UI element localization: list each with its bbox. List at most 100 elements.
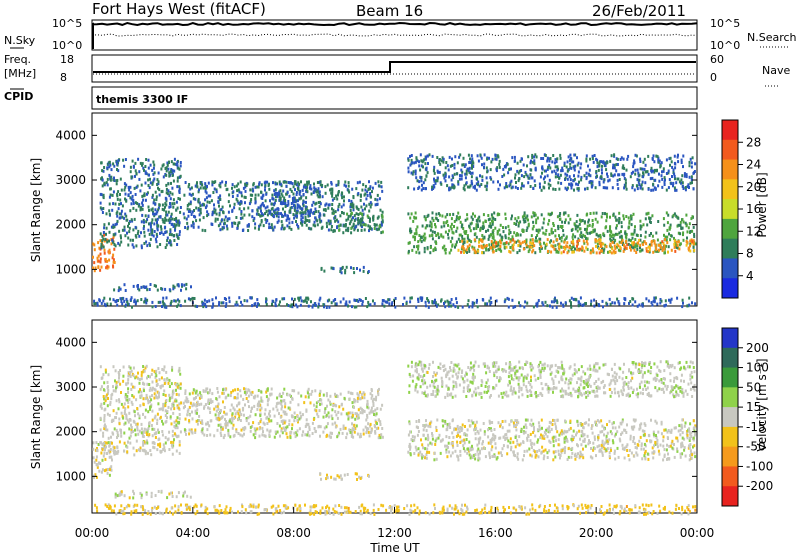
velocity-cell-3: [367, 400, 369, 403]
power-cell-7: [592, 225, 594, 228]
power-cell-7: [414, 232, 416, 235]
power-cell-1: [146, 193, 148, 196]
power-cell-5: [357, 229, 359, 232]
power-cell-3: [251, 215, 253, 218]
velocity-cell-1: [141, 374, 143, 377]
power-cell-3: [364, 194, 366, 197]
velocity-cell-1: [131, 383, 133, 386]
velocity-cell-3: [231, 417, 233, 420]
power-cell-10: [275, 299, 277, 302]
power-cell-10: [450, 301, 452, 304]
power-cell-1: [166, 166, 168, 169]
power-cell-0: [106, 260, 108, 263]
power-cell-9: [507, 171, 509, 174]
power-cell-9: [466, 173, 468, 176]
power-cell-3: [311, 204, 313, 207]
power-cell-10: [518, 301, 520, 304]
power-cell-10: [386, 301, 388, 304]
power-cell-1: [171, 233, 173, 236]
power-cell-9: [481, 157, 483, 160]
power-cell-10: [467, 303, 469, 306]
power-cell-1: [130, 170, 132, 173]
velocity-cell-3: [247, 400, 249, 403]
power-cell-4: [305, 208, 307, 211]
power-cell-9: [445, 166, 447, 169]
power-cell-7: [528, 223, 530, 226]
power-cell-9: [595, 158, 597, 161]
power-cell-7: [689, 222, 691, 225]
velocity-cell-1: [128, 427, 130, 430]
power-cell-1: [179, 230, 181, 233]
power-cell-8: [547, 238, 549, 241]
power-cell-8: [658, 249, 660, 252]
velocity-cell-1: [159, 408, 161, 411]
velocity-cell-1: [116, 399, 118, 402]
power-cell-9: [463, 157, 465, 160]
power-cell-3: [330, 192, 332, 195]
power-cell-7: [452, 213, 454, 216]
velocity-cell-3: [331, 415, 333, 418]
velocity-cell-3: [376, 412, 378, 415]
velocity-cell-3: [224, 423, 226, 426]
power-cell-3: [237, 194, 239, 197]
power-cell-4: [298, 183, 300, 186]
velocity-cell-3: [364, 410, 366, 413]
power-cell-9: [425, 156, 427, 159]
power-cell-10: [97, 304, 99, 307]
velocity-cell-1: [118, 380, 120, 383]
power-cell-7: [429, 224, 431, 227]
velocity-cell-3: [346, 412, 348, 415]
power-cell-10: [546, 304, 548, 307]
power-cell-3: [188, 185, 190, 188]
power-cell-9: [686, 173, 688, 176]
power-cell-2: [125, 289, 127, 292]
velocity-cell-3: [269, 410, 271, 413]
power-cell-7: [440, 233, 442, 236]
power-cell-7: [504, 246, 506, 249]
power-cell-3: [232, 183, 234, 186]
power-cell-1: [169, 239, 171, 242]
power-cell-1: [171, 213, 173, 216]
power-cell-9: [505, 185, 507, 188]
power-cell-7: [541, 213, 543, 216]
velocity-cell-1: [134, 414, 136, 417]
nsky-tick-top: 10^5: [52, 17, 82, 30]
power-cell-7: [557, 215, 559, 218]
power-cell-10: [570, 306, 572, 309]
velocity-cell-1: [165, 394, 167, 397]
power-cell-1: [132, 239, 134, 242]
power-cell-7: [498, 213, 500, 216]
power-cell-7: [667, 221, 669, 224]
power-cell-9: [554, 161, 556, 164]
velocity-cell-1: [160, 407, 162, 410]
velocity-cell-1: [135, 398, 137, 401]
power-cell-1: [172, 169, 174, 172]
velocity-cell-3: [374, 424, 376, 427]
velocity-cell-3: [255, 413, 257, 416]
power-cell-10: [575, 298, 577, 301]
power-cell-4: [310, 188, 312, 191]
velocity-cell-1: [168, 448, 170, 451]
power-cell-2: [138, 288, 140, 291]
power-cell-3: [240, 181, 242, 184]
power-cell-9: [515, 181, 517, 184]
power-cell-7: [413, 216, 415, 219]
power-cell-5: [381, 214, 383, 217]
power-cell-9: [439, 171, 441, 174]
power-cell-8: [491, 240, 493, 243]
velocity-cell-1: [137, 423, 139, 426]
power-cell-7: [456, 227, 458, 230]
power-cell-7: [554, 229, 556, 232]
velocity-cell-1: [144, 416, 146, 419]
velocity-cell-3: [276, 397, 278, 400]
power-cell-8: [671, 249, 673, 252]
power-cell-7: [492, 236, 494, 239]
power-cell-1: [128, 189, 130, 192]
power-cell-9: [682, 155, 684, 158]
power-cell-8: [481, 251, 483, 254]
power-cell-7: [618, 221, 620, 224]
velocity-cell-3: [184, 392, 186, 395]
power-cell-8: [585, 246, 587, 249]
power-cell-1: [113, 190, 115, 193]
power-cell-7: [618, 217, 620, 220]
